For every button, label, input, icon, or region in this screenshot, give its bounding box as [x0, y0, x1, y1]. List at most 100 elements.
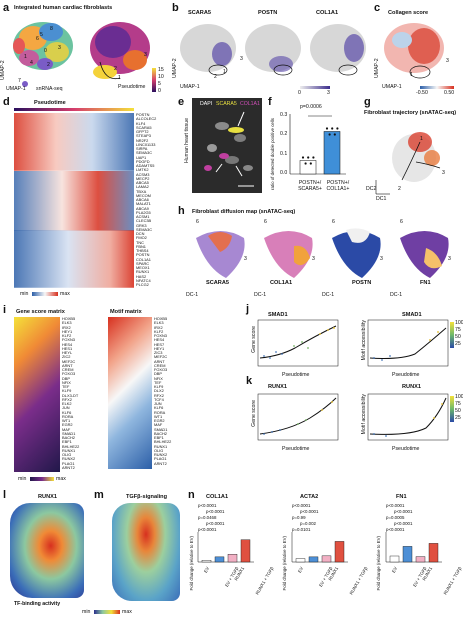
panel-f-ytick-0.0: 0.0 — [280, 170, 288, 176]
panel-k-colorbar — [450, 396, 454, 422]
panel-i-motif-row: NFIX — [154, 375, 163, 381]
panel-l-spatial-map — [10, 503, 84, 598]
panel-i-letter: i — [3, 304, 7, 316]
panel-i-motif-row: MAF — [154, 422, 163, 428]
panel-n-pval: p<0.0001 — [386, 527, 405, 532]
panel-k-xlabel-1: Pseudotime — [282, 446, 310, 452]
panel-i-gene-rows: HOXB5 ELK3 IRX2 HEY1 KLF2 FOXN3 HES4 HES1 HEYL ZI… — [62, 316, 79, 470]
panel-i-gene-row: SMAD1 — [62, 430, 76, 436]
panel-c-traj-3: 3 — [446, 58, 449, 64]
panel-j-ylabel-2: Motif accessibility — [361, 320, 367, 361]
panel-d-gene-row: POSTN — [136, 112, 150, 117]
panel-d-gene-row: SEMA3C — [136, 226, 152, 232]
panel-g-traj-2: 2 — [398, 186, 401, 192]
panel-h-traj-6b: 6 — [264, 219, 267, 225]
panel-n-pval: p<0.0001 — [198, 527, 217, 532]
panel-f-point — [304, 162, 307, 165]
panel-d-gene-row: ABCA6 — [136, 197, 149, 202]
panel-d-gene-row: DCN — [136, 231, 145, 236]
panel-d-gene-row: SPARC — [136, 260, 150, 266]
panel-h-map-fn1: FN1 — [420, 280, 431, 286]
panel-e-dapi: DAPI — [200, 101, 213, 107]
panel-n-bar — [295, 558, 306, 563]
panel-i-gene-row: MAF — [62, 426, 71, 432]
panel-d-gene-row: NR2F2 — [136, 137, 149, 143]
panel-a-cb-10: 10 — [158, 74, 164, 80]
panel-d-gene-row: GFPT2 — [136, 129, 149, 134]
panel-c-cb-lo: -0.50 — [416, 90, 428, 96]
panel-a-cb-15: 15 — [158, 67, 164, 73]
panel-n-bar — [428, 543, 439, 563]
panel-h-maps — [196, 228, 449, 278]
panel-d-gene-row: NFATC4 — [136, 277, 151, 283]
panel-k-ylabel-2: Motif accessibility — [361, 394, 367, 435]
panel-i-gene-row: KLF2 — [62, 333, 72, 338]
panel-h-traj-6a: 6 — [196, 219, 199, 225]
panel-g-dc1: DC1 — [376, 196, 387, 202]
panel-m-title: TGFβ-signaling — [126, 494, 168, 500]
panel-e-scara5: SCARA5 — [216, 101, 237, 107]
panel-i-motif-row: RORA — [154, 409, 166, 415]
panel-d-gene-row: LINC01133 — [136, 141, 156, 147]
panel-i-motif-row: TCF4 — [154, 396, 164, 402]
panel-f-ylabel: ratio of detected double positive cells — [270, 118, 275, 191]
panel-b-umap2: UMAP-2 — [172, 58, 178, 78]
panel-d-gene-row: MALAT1 — [136, 201, 151, 207]
panel-c-letter: c — [374, 2, 381, 14]
panel-h-dc1-a: DC-1 — [186, 292, 199, 298]
panel-i-gene-row: MEF2C — [62, 358, 76, 364]
panel-b-umap1: UMAP-1 — [180, 84, 200, 90]
panel-i-motif-row: BACH2 — [154, 430, 167, 436]
panel-a-traj-2: 2 — [114, 66, 117, 72]
panel-i-gene-row: JUN — [62, 405, 70, 411]
panel-d-gene-row: FMO2 — [136, 235, 147, 241]
panel-l-title: RUNX1 — [38, 494, 57, 500]
panel-n-pval: p<0.0001 — [300, 509, 319, 514]
panel-i-motif-row: FOXN3 — [154, 333, 167, 338]
panel-d-gene-row: HAS2 — [136, 273, 147, 279]
panel-i-gene-row: ELK2 — [62, 401, 72, 406]
panel-l-legend-max: max — [122, 609, 132, 615]
panel-d-gene-row: ALCOLEC2 — [136, 116, 157, 122]
panel-n-bar — [402, 546, 413, 563]
panel-d-gene-row: UAP1 — [136, 154, 147, 160]
panel-e-image: DAPI SCARA5 COL1A1 — [192, 98, 262, 193]
panel-a-traj-1: 1 — [118, 75, 121, 81]
panel-i-gene-row: ARNT — [62, 362, 73, 368]
panel-d-gene-row: PDGFD — [136, 158, 150, 164]
panel-a-umap2: UMAP-2 — [0, 60, 6, 80]
panel-i-gene-row: RFX2 — [62, 396, 72, 402]
panel-i-motif-title: Motif matrix — [110, 309, 142, 315]
panel-h-dc1-b: DC-1 — [254, 292, 267, 298]
panel-d-gene-row: ABCA5 — [136, 180, 149, 185]
panel-i-gene-row: RUNX1 — [62, 447, 76, 453]
panel-a-traj-3: 3 — [144, 52, 147, 58]
panel-a-pseudotime-label: Pseudotime — [118, 84, 146, 90]
panel-d-gene-row: TBXA — [136, 188, 147, 194]
panel-i-gene-row: ARNT2 — [62, 464, 75, 470]
panel-i-motif-row: PLAG1 — [154, 456, 167, 462]
panel-b-gene-col1a1: COL1A1 — [316, 10, 339, 16]
panel-c-title: Collagen score — [388, 10, 429, 16]
panel-f-ytick-0.3: 0.3 — [280, 112, 288, 118]
panel-f-point — [336, 127, 339, 130]
panel-n-gene-fn1: FN1 — [396, 494, 407, 500]
panel-h-letter: h — [178, 205, 185, 217]
panel-n-pval: p<0.0001 — [206, 509, 225, 514]
panel-k-xlabel-2: Pseudotime — [392, 446, 420, 452]
panel-i-gene-row: DBP — [62, 375, 70, 381]
panel-a-cluster-2: 2 — [47, 62, 50, 68]
panel-n-gene-acta2: ACTA2 — [300, 494, 319, 500]
panel-i-gene-row: ELK3 — [62, 320, 72, 326]
panel-b-traj-2: 2 — [214, 74, 217, 80]
panel-d-gene-row: SCARA5 — [136, 124, 152, 130]
panel-f-point — [307, 156, 310, 159]
panel-i-motif-row: WT1 — [154, 413, 163, 419]
panel-n-pval: p=0.002 — [300, 521, 316, 526]
panel-d-gene-row: KLF4 — [136, 120, 146, 126]
panel-j-ylabel-1: Gene score — [251, 326, 257, 353]
panel-i-motif-row: RUNX1 — [154, 443, 168, 449]
panel-i-motif-row: RFX2 — [154, 392, 164, 398]
panel-f-letter: f — [268, 96, 272, 108]
panel-e-letter: e — [178, 96, 185, 108]
